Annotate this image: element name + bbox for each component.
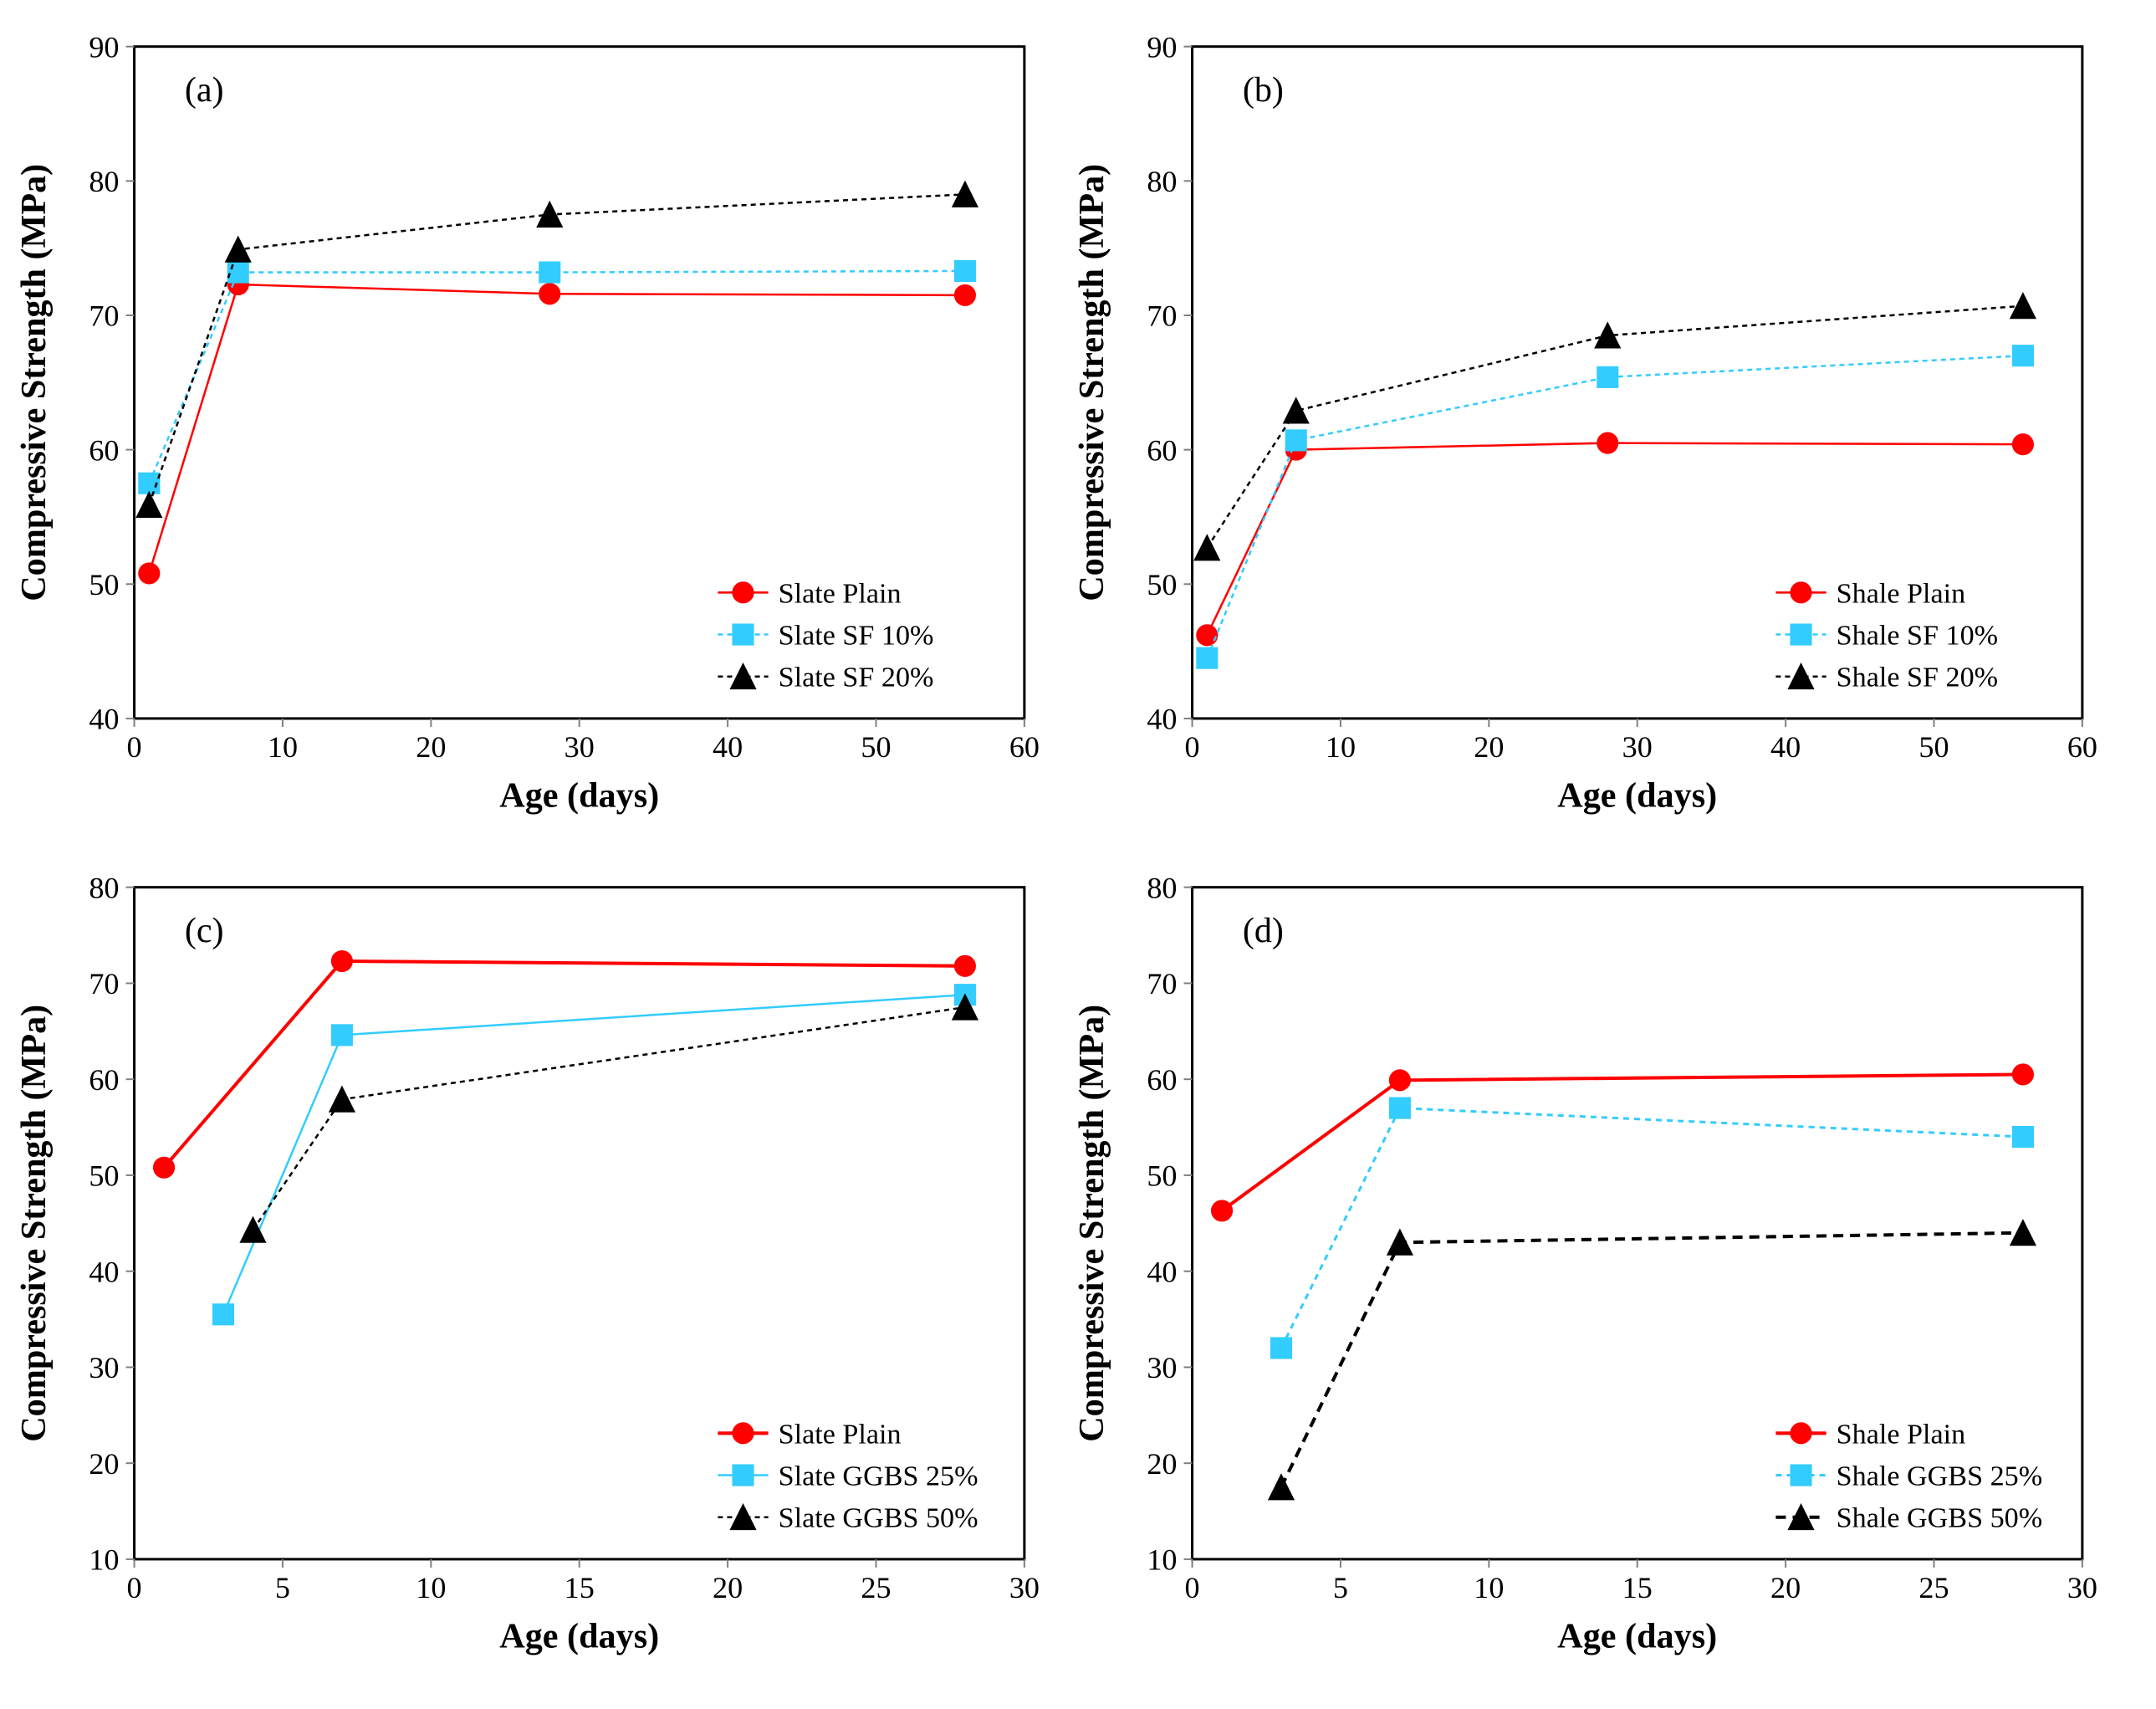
svg-text:20: 20 <box>89 1447 119 1481</box>
svg-text:Shale Plain: Shale Plain <box>1837 578 1966 609</box>
svg-text:Age (days): Age (days) <box>1557 1616 1717 1655</box>
svg-text:5: 5 <box>275 1571 290 1604</box>
svg-text:Age (days): Age (days) <box>1557 775 1717 815</box>
svg-text:25: 25 <box>861 1571 891 1604</box>
svg-text:80: 80 <box>89 871 119 904</box>
panel-b: 0 10 20 30 40 50 60 40 50 60 70 80 90 Age (days) Compr… <box>1075 17 2107 832</box>
svg-text:10: 10 <box>416 1571 446 1604</box>
svg-text:0: 0 <box>127 730 142 764</box>
svg-text:0: 0 <box>1185 1571 1200 1604</box>
svg-text:(d): (d) <box>1243 911 1284 950</box>
svg-text:50: 50 <box>89 1159 119 1193</box>
svg-text:10: 10 <box>89 1543 119 1577</box>
svg-text:80: 80 <box>1147 165 1177 198</box>
svg-text:50: 50 <box>861 730 891 764</box>
panel-c: 0 5 10 15 20 25 30 10 20 30 40 50 60 70 80 Age (days) Co… <box>17 857 1050 1673</box>
svg-text:15: 15 <box>565 1571 595 1604</box>
svg-text:70: 70 <box>1147 967 1177 1000</box>
svg-text:50: 50 <box>1147 568 1177 601</box>
svg-text:Shale SF 10%: Shale SF 10% <box>1837 620 1998 651</box>
svg-text:30: 30 <box>89 1351 119 1384</box>
svg-text:Shale GGBS 50%: Shale GGBS 50% <box>1837 1503 2042 1534</box>
svg-text:Shale GGBS 25%: Shale GGBS 25% <box>1837 1461 2042 1492</box>
svg-text:40: 40 <box>1770 730 1801 764</box>
svg-text:20: 20 <box>713 1571 743 1604</box>
svg-text:40: 40 <box>89 703 119 736</box>
svg-text:(a): (a) <box>185 70 224 110</box>
svg-text:Slate GGBS 25%: Slate GGBS 25% <box>779 1461 978 1492</box>
svg-text:50: 50 <box>1918 730 1949 764</box>
svg-text:70: 70 <box>89 967 119 1000</box>
svg-text:25: 25 <box>1918 1571 1949 1604</box>
svg-text:50: 50 <box>1147 1159 1177 1193</box>
svg-text:60: 60 <box>89 433 119 467</box>
svg-text:0: 0 <box>127 1571 142 1604</box>
svg-text:30: 30 <box>1147 1351 1177 1384</box>
svg-text:30: 30 <box>1009 1571 1040 1604</box>
svg-text:40: 40 <box>1147 1255 1177 1288</box>
svg-text:10: 10 <box>1474 1571 1504 1604</box>
panel-d: 0 5 10 15 20 25 30 10 20 30 40 50 60 70 80 Age (days) Co… <box>1075 857 2107 1673</box>
svg-text:60: 60 <box>89 1063 119 1097</box>
svg-text:60: 60 <box>1009 730 1040 764</box>
svg-text:40: 40 <box>713 730 743 764</box>
svg-text:90: 90 <box>1147 30 1177 64</box>
svg-text:20: 20 <box>1147 1447 1177 1481</box>
svg-text:80: 80 <box>89 165 119 198</box>
svg-text:Shale Plain: Shale Plain <box>1837 1419 1966 1450</box>
svg-text:30: 30 <box>1622 730 1653 764</box>
svg-text:Age (days): Age (days) <box>499 1616 659 1655</box>
svg-text:5: 5 <box>1333 1571 1348 1604</box>
svg-text:Compressive Strength (MPa): Compressive Strength (MPa) <box>1075 1005 1111 1442</box>
svg-text:Slate GGBS 50%: Slate GGBS 50% <box>779 1503 978 1534</box>
svg-text:Slate SF 10%: Slate SF 10% <box>779 620 934 651</box>
svg-text:(b): (b) <box>1243 70 1284 110</box>
svg-text:60: 60 <box>1147 1063 1177 1097</box>
svg-text:Slate Plain: Slate Plain <box>779 1419 902 1450</box>
svg-text:30: 30 <box>2067 1571 2097 1604</box>
svg-text:Compressive Strength (MPa): Compressive Strength (MPa) <box>17 1005 54 1442</box>
svg-text:30: 30 <box>565 730 595 764</box>
svg-text:Slate Plain: Slate Plain <box>779 578 902 609</box>
svg-text:50: 50 <box>89 568 119 601</box>
svg-text:15: 15 <box>1622 1571 1653 1604</box>
svg-text:20: 20 <box>416 730 446 764</box>
svg-text:Slate SF 20%: Slate SF 20% <box>779 663 934 693</box>
svg-text:10: 10 <box>268 730 298 764</box>
svg-text:40: 40 <box>89 1255 119 1288</box>
svg-text:(c): (c) <box>185 911 224 950</box>
svg-text:Compressive Strength (MPa): Compressive Strength (MPa) <box>1075 164 1111 601</box>
panel-a: 0 10 20 30 40 50 60 40 50 60 70 80 90 Age (days) Compr… <box>17 17 1050 832</box>
svg-text:70: 70 <box>1147 299 1177 333</box>
svg-text:10: 10 <box>1147 1543 1177 1577</box>
svg-text:Shale SF 20%: Shale SF 20% <box>1837 663 1998 693</box>
chart-grid: 0102030405060405060708090Age (days)Compr… <box>17 17 2107 1673</box>
svg-text:20: 20 <box>1770 1571 1801 1604</box>
svg-text:20: 20 <box>1474 730 1504 764</box>
svg-text:70: 70 <box>89 299 119 333</box>
svg-text:0: 0 <box>1185 730 1200 764</box>
svg-text:60: 60 <box>1147 433 1177 467</box>
svg-text:40: 40 <box>1147 703 1177 736</box>
svg-text:90: 90 <box>89 30 119 64</box>
svg-text:80: 80 <box>1147 871 1177 904</box>
svg-text:Age (days): Age (days) <box>499 775 659 815</box>
svg-text:10: 10 <box>1326 730 1356 764</box>
svg-text:60: 60 <box>2067 730 2097 764</box>
svg-text:Compressive Strength (MPa): Compressive Strength (MPa) <box>17 164 54 601</box>
